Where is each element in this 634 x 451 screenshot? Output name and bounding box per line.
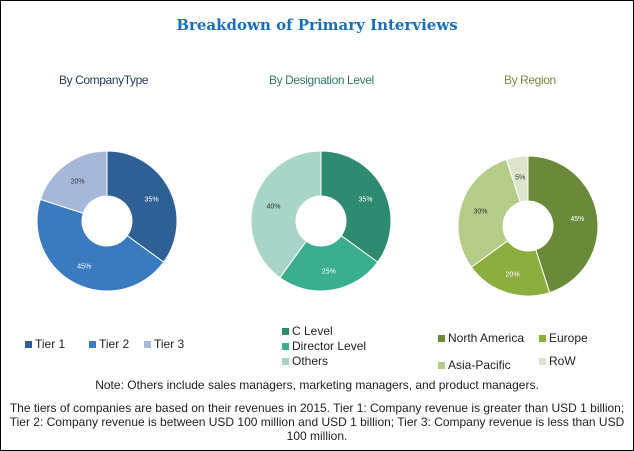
chart-title: Breakdown of Primary Interviews (176, 16, 458, 34)
legend-director-level: Director Level (282, 339, 366, 353)
donut-slice (527, 155, 599, 294)
legend-swatch (539, 357, 546, 365)
legend-swatch (144, 340, 151, 348)
legend-tier-1: Tier 1 (25, 337, 65, 351)
donut-slice (39, 150, 108, 214)
legend-asia-pacific: Asia-Pacific (438, 358, 511, 372)
donut-slice (320, 150, 392, 263)
slice-value-label: 20% (506, 272, 520, 279)
legend-label: RoW (549, 354, 576, 368)
legend-label: Tier 3 (154, 337, 185, 351)
legend-swatch (539, 334, 546, 342)
legend-label: Director Level (292, 339, 367, 353)
legend-label: C Level (292, 324, 333, 338)
subtitle-designation-level: By Designation Level (269, 73, 374, 87)
legend-others: Others (282, 354, 328, 368)
donut-slice (36, 198, 165, 292)
donut-slice (279, 234, 379, 292)
legend-swatch (25, 340, 32, 348)
slice-value-label: 30% (473, 209, 487, 216)
slice-value-label: 20% (71, 179, 85, 186)
legend-row: RoW (539, 354, 576, 368)
legend-tier-2: Tier 2 (89, 337, 129, 351)
slice-value-label: 35% (359, 196, 373, 203)
legend-swatch (282, 342, 289, 350)
legend-swatch (282, 327, 289, 335)
legend-label: Others (292, 354, 329, 368)
legend-swatch (89, 340, 96, 348)
slice-value-label: 5% (515, 175, 525, 182)
slice-value-label: 45% (77, 264, 91, 271)
legend-tier-3: Tier 3 (144, 337, 184, 351)
legend-swatch (282, 357, 289, 365)
subtitle-region: By Region (504, 73, 556, 87)
legend-label: Tier 2 (99, 337, 130, 351)
legend-c-level: C Level (282, 324, 333, 338)
slice-value-label: 40% (266, 204, 280, 211)
legend-north-america: North America (438, 331, 524, 345)
slice-value-label: 35% (145, 196, 159, 203)
legend-label: Tier 1 (35, 337, 66, 351)
legend-label: North America (448, 331, 525, 345)
donut-slice (505, 155, 529, 203)
note-others: Note: Others include sales managers, mar… (95, 378, 539, 392)
legend-swatch (438, 361, 445, 369)
donut-slice (106, 150, 178, 263)
subtitle-company-type: By CompanyType (59, 73, 149, 87)
legend-label: Europe (549, 331, 588, 345)
legend-swatch (438, 334, 445, 342)
donut-slice (470, 239, 551, 297)
note-tiers: The tiers of companies are based on thei… (9, 401, 625, 443)
slice-value-label: 25% (322, 268, 336, 275)
legend-label: Asia-Pacific (448, 358, 511, 372)
donut-slice (457, 158, 521, 268)
legend-europe: Europe (539, 331, 588, 345)
slice-value-label: 45% (570, 216, 584, 223)
donut-slice (250, 150, 322, 279)
